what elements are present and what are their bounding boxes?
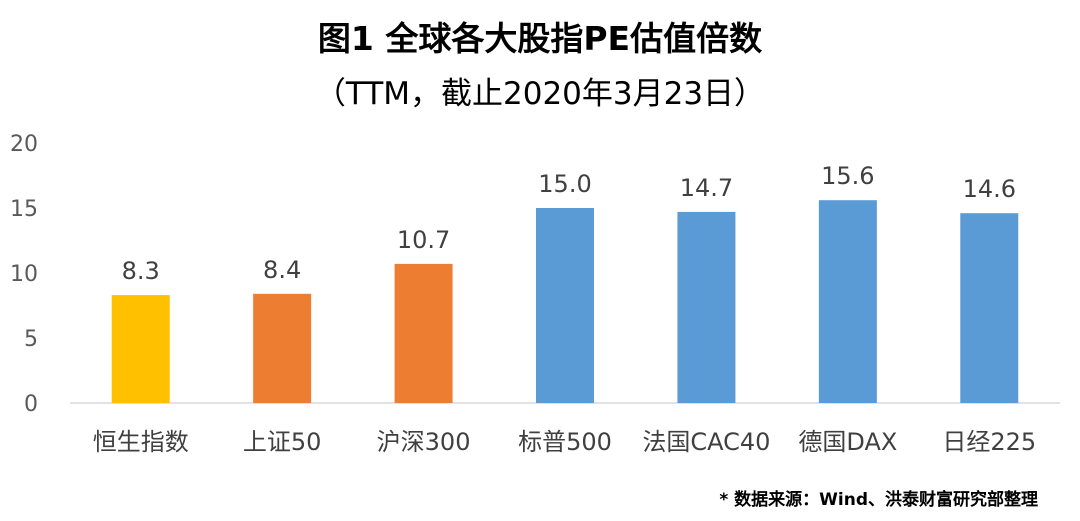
bar-3 <box>394 263 453 403</box>
bar-6 <box>818 200 877 403</box>
y-axis-ticks: 0 5 10 15 20 <box>10 132 38 417</box>
y-tick-label: 0 <box>24 392 38 417</box>
category-label: 标普500 <box>518 428 612 456</box>
bar-1 <box>111 295 170 403</box>
category-labels-group: 恒生指数 上证50 沪深300 标普500 法国CAC40 德国DAX 日经225 <box>93 428 1036 456</box>
category-label: 恒生指数 <box>93 428 189 456</box>
y-tick-label: 15 <box>10 197 38 222</box>
bars-group <box>111 200 1019 403</box>
category-label: 德国DAX <box>798 428 897 456</box>
data-label: 8.3 <box>122 257 160 285</box>
category-label: 法国CAC40 <box>642 428 770 456</box>
data-label: 8.4 <box>263 256 301 284</box>
chart-title: 图1 全球各大股指PE估值倍数 <box>317 19 763 58</box>
bar-7 <box>960 213 1019 403</box>
data-label: 14.6 <box>963 175 1016 203</box>
data-label: 14.7 <box>680 174 733 202</box>
data-labels-group: 8.3 8.4 10.7 15.0 14.7 15.6 14.6 <box>122 162 1016 285</box>
bar-2 <box>253 293 312 403</box>
data-label: 15.0 <box>538 170 591 198</box>
source-note: * 数据来源：Wind、洪泰财富研究部整理 <box>719 490 1038 510</box>
data-label: 15.6 <box>821 162 874 190</box>
category-label: 沪深300 <box>377 428 471 456</box>
chart-subtitle: （TTM，截止2020年3月23日） <box>314 76 766 112</box>
y-tick-label: 10 <box>10 262 38 287</box>
bar-5 <box>677 211 736 403</box>
bar-4 <box>536 208 594 403</box>
category-label: 日经225 <box>942 428 1036 456</box>
category-label: 上证50 <box>243 428 322 456</box>
y-tick-label: 5 <box>24 327 38 352</box>
y-tick-label: 20 <box>10 132 38 157</box>
data-label: 10.7 <box>397 226 450 254</box>
